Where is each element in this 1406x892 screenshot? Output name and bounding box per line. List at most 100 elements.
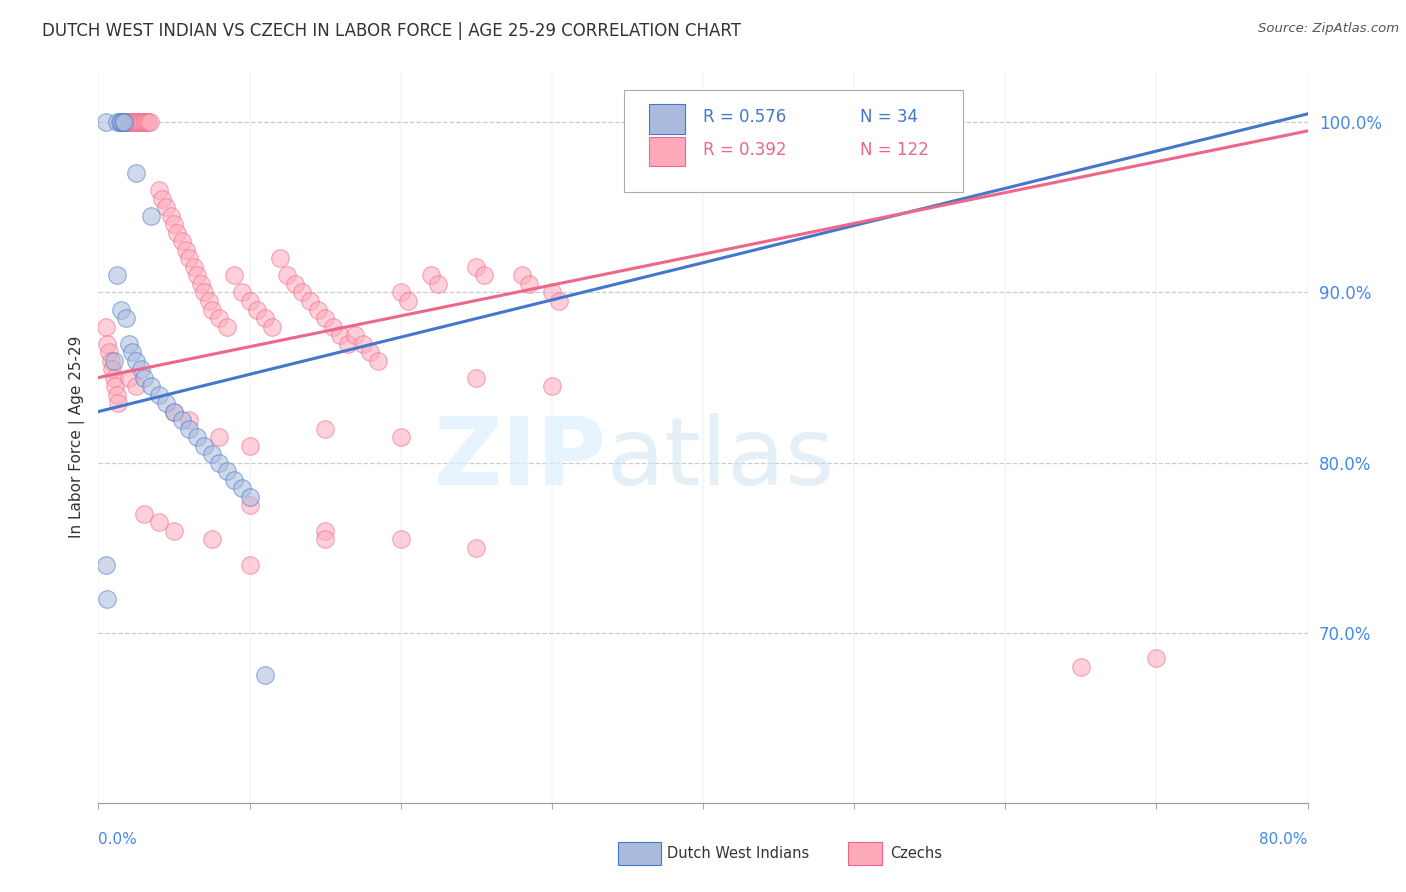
Point [215, 464, 238, 478]
Point [517, 277, 540, 291]
Point [136, 115, 159, 129]
Point [100, 353, 122, 368]
Point [163, 218, 186, 232]
Point [174, 243, 197, 257]
Point [110, 115, 132, 129]
Point [336, 336, 359, 351]
Point [105, 115, 128, 129]
Point [120, 115, 142, 129]
Point [329, 328, 352, 343]
Text: DUTCH WEST INDIAN VS CZECH IN LABOR FORCE | AGE 25-29 CORRELATION CHART: DUTCH WEST INDIAN VS CZECH IN LABOR FORC… [42, 22, 741, 40]
Point [148, 515, 170, 529]
Text: Czechs: Czechs [890, 846, 942, 861]
Point [134, 115, 156, 129]
Point [284, 277, 307, 291]
Point [98, 345, 121, 359]
Point [299, 293, 322, 308]
Point [427, 277, 450, 291]
Point [125, 353, 148, 368]
Point [389, 532, 412, 546]
Point [360, 345, 382, 359]
Point [108, 115, 131, 129]
Point [139, 115, 162, 129]
Point [107, 396, 129, 410]
Point [118, 336, 141, 351]
Point [112, 115, 135, 129]
Text: Dutch West Indians: Dutch West Indians [666, 846, 808, 861]
Point [246, 302, 269, 317]
Point [540, 379, 562, 393]
Point [224, 268, 246, 283]
Point [224, 473, 246, 487]
Point [114, 311, 136, 326]
Point [276, 268, 298, 283]
Point [396, 293, 419, 308]
Point [231, 481, 253, 495]
Point [94, 115, 117, 129]
Point [239, 293, 262, 308]
Point [166, 226, 188, 240]
Text: R = 0.392: R = 0.392 [703, 141, 786, 160]
Point [420, 268, 443, 283]
Bar [848, 841, 882, 865]
Point [193, 439, 215, 453]
Point [389, 285, 412, 300]
Point [262, 319, 284, 334]
Point [183, 260, 205, 274]
Point [253, 311, 276, 326]
Point [291, 285, 314, 300]
Point [121, 115, 143, 129]
Point [548, 293, 571, 308]
Point [129, 362, 152, 376]
Point [163, 404, 186, 418]
Point [239, 558, 262, 572]
Point [112, 115, 135, 129]
Point [103, 353, 125, 368]
Point [125, 115, 148, 129]
Point [190, 277, 212, 291]
Text: N = 122: N = 122 [860, 141, 929, 160]
Point [122, 115, 145, 129]
Text: R = 0.576: R = 0.576 [703, 109, 786, 127]
Text: N = 34: N = 34 [860, 109, 918, 127]
Point [170, 235, 193, 249]
Point [104, 379, 127, 393]
Point [150, 192, 173, 206]
Point [125, 166, 148, 180]
Point [1146, 651, 1168, 665]
Point [186, 268, 208, 283]
Point [186, 430, 208, 444]
Point [322, 319, 344, 334]
Point [239, 490, 262, 504]
Point [160, 209, 183, 223]
Point [110, 302, 132, 317]
Point [96, 336, 118, 351]
Point [129, 115, 152, 129]
Point [465, 370, 488, 384]
Point [111, 115, 134, 129]
Point [148, 183, 170, 197]
Bar [619, 841, 661, 865]
Point [208, 430, 231, 444]
Text: 0.0%: 0.0% [98, 832, 138, 847]
Point [179, 252, 201, 266]
Point [253, 668, 276, 682]
Point [170, 413, 193, 427]
Point [352, 336, 374, 351]
Point [389, 430, 412, 444]
Point [135, 115, 157, 129]
Point [1070, 659, 1092, 673]
Point [239, 498, 262, 512]
Point [132, 507, 155, 521]
Point [231, 285, 253, 300]
Point [141, 379, 163, 393]
Point [155, 396, 177, 410]
Point [344, 328, 367, 343]
Point [208, 311, 231, 326]
Point [201, 447, 224, 461]
Point [94, 558, 117, 572]
Point [367, 353, 389, 368]
Point [131, 115, 153, 129]
Point [118, 115, 141, 129]
Point [141, 209, 163, 223]
